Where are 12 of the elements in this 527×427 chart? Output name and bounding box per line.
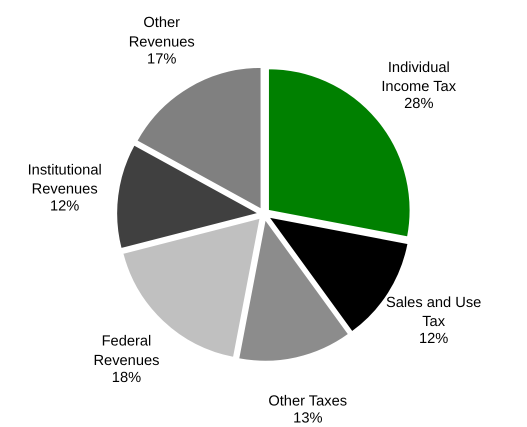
data-label: 12% bbox=[418, 331, 448, 348]
data-label: 28% bbox=[404, 96, 434, 112]
slice-label: Federal Revenues bbox=[93, 334, 160, 369]
data-label: 17% bbox=[147, 51, 176, 68]
data-label: 12% bbox=[50, 198, 80, 215]
data-label: 18% bbox=[112, 370, 142, 386]
slice-label: Institutional Revenues bbox=[28, 162, 102, 198]
slice-label: Other Taxes bbox=[268, 394, 348, 410]
data-label: 13% bbox=[293, 410, 323, 426]
slice-label: Other Revenues bbox=[128, 15, 195, 50]
slice-label: Individual Income Tax bbox=[381, 60, 457, 96]
slice-label: Sales and Use Tax bbox=[386, 295, 482, 330]
